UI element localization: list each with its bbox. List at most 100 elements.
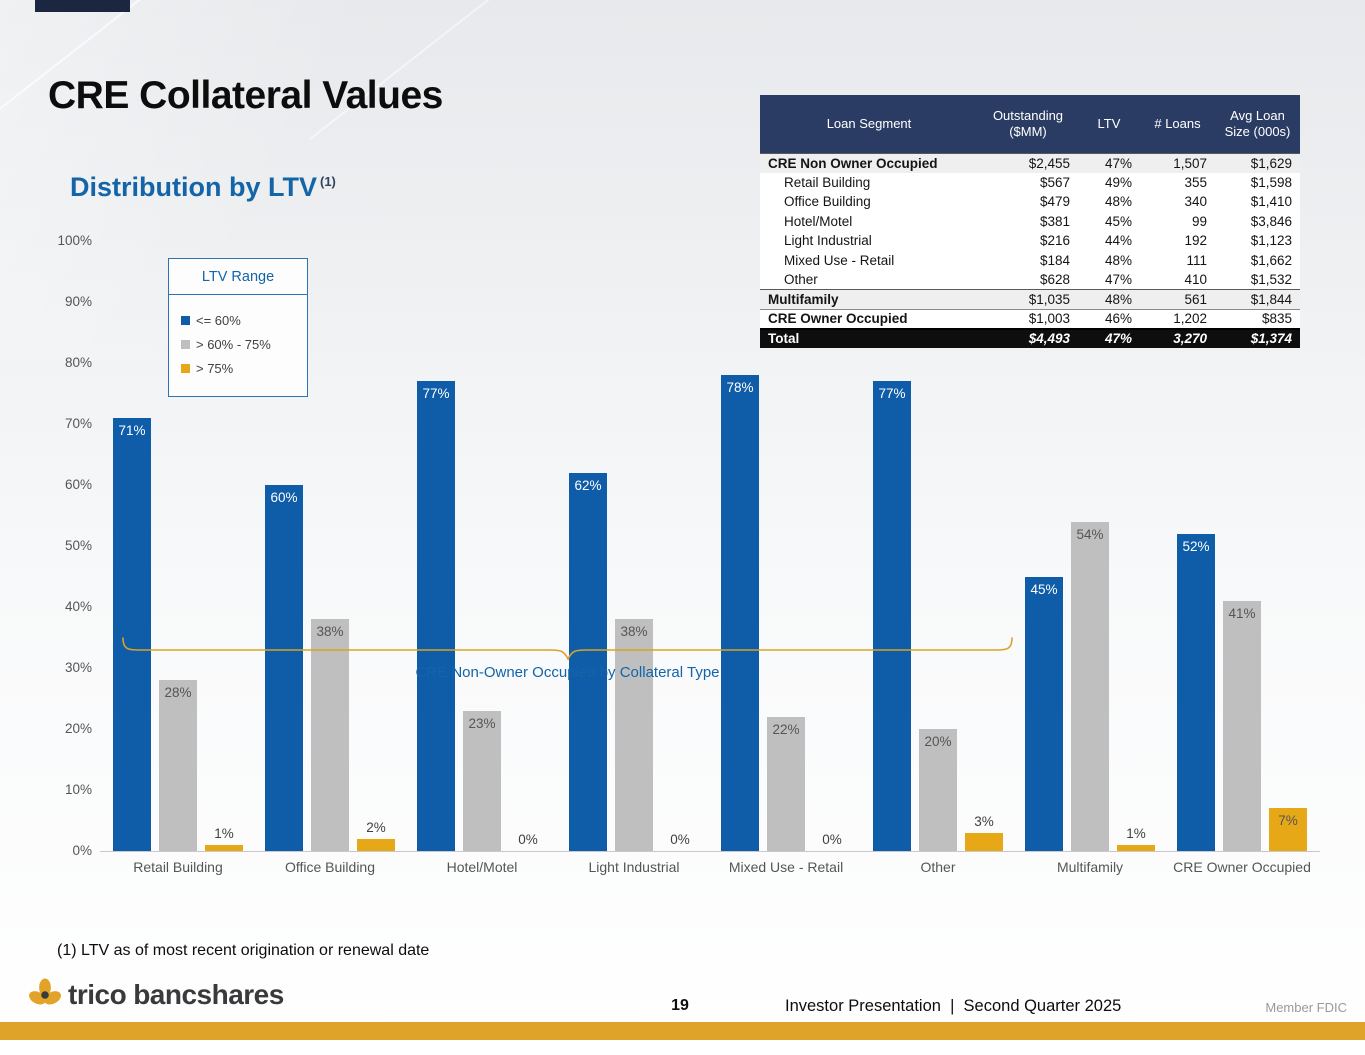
- plot-area: 71% 28% 1% 60% 38% 2% 77% 23% 0% 62% 38% 0% 78% 22% 0%…: [100, 242, 1320, 852]
- bar-slot: 77%: [873, 242, 911, 851]
- value-cell: 44%: [1104, 233, 1132, 249]
- bar-slot: 3%: [965, 242, 1003, 851]
- logo-text: trico bancshares: [68, 979, 284, 1011]
- bar-value-label: 54%: [1076, 526, 1104, 542]
- legend-swatch: [181, 316, 190, 325]
- legend-label: <= 60%: [196, 313, 241, 328]
- value-cell: $184: [1039, 252, 1070, 268]
- legend-title: LTV Range: [169, 259, 307, 295]
- loan-table-body: CRE Non Owner Occupied $2,455 47% 1,507 $1,6…: [760, 153, 1300, 348]
- value-cell: 1,507: [1173, 155, 1207, 171]
- table-row: Total $4,493 47% 3,270 $1,374: [760, 328, 1300, 348]
- table-row: CRE Non Owner Occupied $2,455 47% 1,507 $1,6…: [760, 153, 1300, 173]
- chart-subtitle: Distribution by LTV (1): [70, 172, 336, 203]
- legend-item: > 60% - 75%: [181, 337, 295, 352]
- bar-slot: 7%: [1269, 242, 1307, 851]
- ltv-distribution-chart: 100% 90% 80% 70% 60% 50% 40% 30% 20% 10% 0% 71% 28%…: [0, 233, 1365, 942]
- bar-value-label: 0%: [822, 832, 842, 847]
- bar-value-label: 52%: [1182, 538, 1210, 554]
- table-row: Office Building $479 48% 340 $1,410: [760, 192, 1300, 212]
- segment-cell: CRE Owner Occupied: [768, 311, 908, 326]
- bar-value-label: 38%: [620, 624, 648, 640]
- bar-slot: 38%: [311, 242, 349, 851]
- bar-gt-75: [1117, 844, 1155, 851]
- category-label: Other: [920, 859, 956, 875]
- logo-word-bancshares: bancshares: [133, 979, 284, 1010]
- bar-value-label: 2%: [366, 819, 386, 835]
- bar-60-75: [919, 729, 957, 851]
- table-row: Light Industrial $216 44% 192 $1,123: [760, 231, 1300, 251]
- bar-gt-75: [357, 838, 395, 851]
- bar-value-label: 1%: [1126, 825, 1146, 841]
- bar-group: 78% 22% 0%: [721, 242, 851, 851]
- bar-value-label: 28%: [164, 685, 192, 701]
- value-cell: $1,410: [1250, 194, 1292, 210]
- bar-le-60: [569, 472, 607, 851]
- table-header-cell: Avg Loan Size (000s): [1215, 95, 1300, 153]
- footnote: (1) LTV as of most recent origination or…: [57, 942, 430, 959]
- bracket-label: CRE Non-Owner Occupied by Collateral Typ…: [415, 664, 720, 681]
- value-cell: 48%: [1104, 252, 1132, 268]
- value-cell: 47%: [1104, 331, 1132, 347]
- value-cell: 3,270: [1173, 331, 1207, 347]
- y-axis-tick: 70%: [64, 416, 92, 431]
- member-fdic-label: Member FDIC: [1265, 1000, 1347, 1015]
- value-cell: $1,598: [1250, 174, 1292, 190]
- bar-slot: 41%: [1223, 242, 1261, 851]
- bar-slot: 2%: [357, 242, 395, 851]
- y-axis: 100% 90% 80% 70% 60% 50% 40% 30% 20% 10% 0%: [28, 233, 92, 858]
- legend-label: > 60% - 75%: [196, 337, 271, 352]
- value-cell: $3,846: [1250, 213, 1292, 229]
- legend-items: <= 60% > 60% - 75% > 75%: [169, 295, 307, 396]
- value-cell: $2,455: [1028, 155, 1070, 171]
- y-axis-tick: 100%: [57, 233, 92, 248]
- bar-60-75: [615, 619, 653, 851]
- bar-60-75: [1071, 521, 1109, 851]
- bar-le-60: [265, 485, 303, 851]
- footer-caption: Investor Presentation | Second Quarter 2…: [785, 997, 1122, 1015]
- value-cell: $4,493: [1028, 331, 1070, 347]
- bar-group: 60% 38% 2%: [265, 242, 395, 851]
- legend-item: <= 60%: [181, 313, 295, 328]
- segment-cell: Office Building: [784, 194, 871, 210]
- bar-slot: 0%: [813, 242, 851, 851]
- bar-slot: 1%: [205, 242, 243, 851]
- bar-value-label: 20%: [924, 734, 952, 749]
- bar-le-60: [1177, 533, 1215, 851]
- value-cell: $1,035: [1028, 291, 1070, 307]
- table-header-cell: Loan Segment: [760, 95, 978, 153]
- table-row: Retail Building $567 49% 355 $1,598: [760, 173, 1300, 193]
- y-axis-tick: 90%: [64, 294, 92, 309]
- value-cell: $479: [1039, 194, 1070, 210]
- bar-group: 77% 20% 3%: [873, 242, 1003, 851]
- bar-value-label: 23%: [468, 715, 496, 731]
- segment-cell: Light Industrial: [784, 233, 872, 249]
- value-cell: $567: [1039, 174, 1070, 190]
- bar-value-label: 78%: [726, 380, 754, 396]
- bar-value-label: 1%: [214, 825, 234, 841]
- segment-cell: Multifamily: [768, 291, 839, 307]
- y-axis-tick: 40%: [64, 599, 92, 614]
- bar-value-label: 60%: [270, 490, 298, 505]
- value-cell: 99: [1191, 213, 1207, 229]
- table-row: Hotel/Motel $381 45% 99 $3,846: [760, 212, 1300, 232]
- bar-slot: 78%: [721, 242, 759, 851]
- table-row: Mixed Use - Retail $184 48% 111 $1,662: [760, 251, 1300, 271]
- segment-cell: CRE Non Owner Occupied: [768, 155, 938, 171]
- bar-60-75: [1223, 600, 1261, 851]
- category-label: Mixed Use - Retail: [728, 859, 844, 875]
- page-title: CRE Collateral Values: [48, 74, 443, 117]
- table-header-cell: # Loans: [1140, 95, 1215, 153]
- bar-le-60: [721, 375, 759, 851]
- category-label: Retail Building: [133, 859, 223, 875]
- bar-value-label: 41%: [1228, 605, 1256, 621]
- value-cell: 1,202: [1173, 311, 1207, 326]
- bar-value-label: 3%: [974, 813, 994, 829]
- y-axis-tick: 0%: [72, 843, 92, 858]
- bar-group: 71% 28% 1%: [113, 242, 243, 851]
- bar-slot: 45%: [1025, 242, 1063, 851]
- bar-value-label: 7%: [1278, 813, 1298, 829]
- segment-cell: Hotel/Motel: [784, 213, 853, 229]
- subtitle-footnote-ref: (1): [319, 174, 336, 189]
- x-axis-labels: Retail Building Office Building Hotel/Mote…: [100, 859, 1320, 875]
